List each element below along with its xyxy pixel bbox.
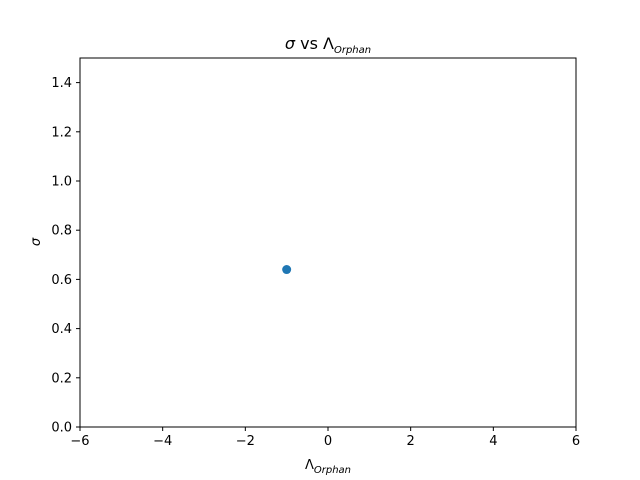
- chart-title: σ vs ΛOrphan: [285, 34, 371, 56]
- y-tick-label: 0.2: [51, 371, 72, 386]
- y-tick-label: 1.4: [51, 76, 72, 91]
- y-tick-label: 0.8: [51, 224, 72, 239]
- axes-frame: [79, 57, 577, 428]
- x-axis-label: ΛOrphan: [305, 458, 351, 476]
- y-tick-label: 1.2: [51, 125, 72, 140]
- x-tick-label: 0: [324, 434, 332, 449]
- x-tick-label: 6: [572, 434, 580, 449]
- y-axis-label: σ: [29, 237, 44, 246]
- y-tick-label: 0.4: [51, 322, 72, 337]
- data-point: [282, 265, 292, 275]
- x-tick-label: −2: [236, 434, 255, 449]
- x-tick-label: −6: [70, 434, 89, 449]
- x-tick-label: 4: [489, 434, 497, 449]
- x-tick-label: 2: [407, 434, 415, 449]
- y-tick-label: 0.0: [51, 421, 72, 436]
- y-tick-label: 0.6: [51, 273, 72, 288]
- x-tick-label: −4: [153, 434, 172, 449]
- y-tick-label: 1.0: [51, 175, 72, 190]
- plot-area: −6 −4 −2 0 2 4 6 0.0 0.2 0.4 0.6 0.8 1.0 1.2 1.4: [51, 57, 580, 449]
